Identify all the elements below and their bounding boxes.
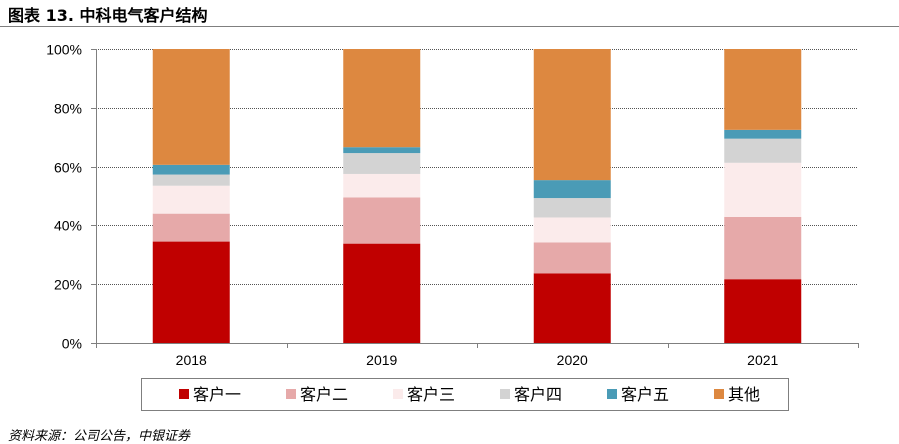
legend [141,378,789,411]
bar-segment [533,217,611,243]
bar-segment [724,49,802,130]
bar-segment [152,164,230,175]
chart-title: 图表 13. 中科电气客户结构 [8,6,208,25]
bar-segment [343,147,421,154]
legend-swatch [714,389,724,399]
bar-segment [533,49,611,181]
stacked-bar-chart: 0% 20% 40% 60% 80% 100% 2018 2019 2020 2021 客户一 客户二… [46,42,859,411]
x-tick-label: 2020 [557,352,588,368]
bar-segment [152,213,230,242]
legend-swatch [500,389,510,399]
bar-segment [724,138,802,163]
legend-swatch [393,389,403,399]
legend-label: 客户三 [407,385,455,404]
bar-segment [343,243,421,343]
legend-label: 客户五 [621,385,669,404]
y-tick-label: 20% [54,277,82,293]
bar-segment [152,241,230,343]
bar-segment [343,153,421,174]
title-divider [0,26,899,27]
y-tick-label: 0% [62,336,82,352]
x-tick-label: 2018 [176,352,207,368]
y-tick-label: 80% [54,101,82,117]
bar-segment [533,180,611,199]
y-tick-label: 100% [46,42,82,58]
bar-segment [724,279,802,343]
bar-segment [343,49,421,148]
bar-segment [152,49,230,165]
bar-segment [343,173,421,198]
bar-segment [724,129,802,139]
legend-swatch [179,389,189,399]
legend-label: 其他 [728,385,760,404]
x-tick-label: 2019 [366,352,397,368]
bar-segment [724,216,802,280]
legend-label: 客户四 [514,385,562,404]
source-note: 资料来源：公司公告，中银证券 [8,429,191,444]
y-tick-label: 60% [54,160,82,176]
legend-label: 客户二 [300,385,348,404]
legend-label: 客户一 [193,385,241,404]
bar-segment [533,198,611,218]
legend-swatch [607,389,617,399]
bar-segment [533,273,611,343]
legend-swatch [286,389,296,399]
bar-segment [343,197,421,244]
bar-segment [152,174,230,186]
y-tick-label: 40% [54,218,82,234]
bar-segment [152,185,230,214]
bar-segment [724,162,802,217]
x-tick-label: 2021 [747,352,778,368]
bar-segment [533,242,611,274]
